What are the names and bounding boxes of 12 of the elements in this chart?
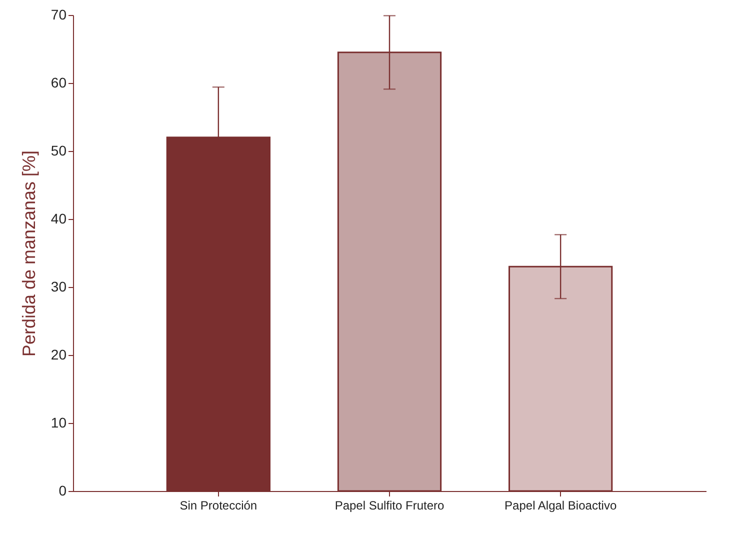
y-tick-label: 60: [50, 74, 67, 90]
y-tick-label: 0: [58, 482, 67, 498]
y-tick-label: 40: [50, 210, 67, 226]
y-tick-label: 10: [50, 414, 67, 430]
x-tick-label: Papel Sulfito Frutero: [334, 498, 445, 512]
x-tick-label: Papel Algal Bioactivo: [504, 498, 617, 512]
y-axis-title: Perdida de manzanas [%]: [18, 150, 39, 357]
y-tick-label: 20: [50, 346, 67, 362]
y-tick-label: 30: [50, 278, 67, 294]
y-tick-label: 50: [50, 142, 67, 158]
x-tick-label: Sin Protección: [180, 498, 258, 512]
y-tick-label: 70: [50, 6, 67, 22]
